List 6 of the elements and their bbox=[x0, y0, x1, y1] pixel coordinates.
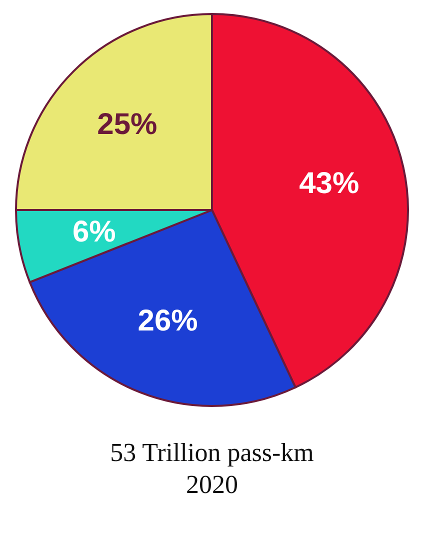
data-label: 25% bbox=[97, 108, 158, 142]
data-label: 26% bbox=[138, 304, 198, 338]
text: 53 Trillion pass-km bbox=[110, 438, 314, 467]
data-label: 43% bbox=[299, 166, 360, 200]
data-label: 6% bbox=[72, 215, 116, 248]
text: 2020 bbox=[186, 470, 238, 499]
